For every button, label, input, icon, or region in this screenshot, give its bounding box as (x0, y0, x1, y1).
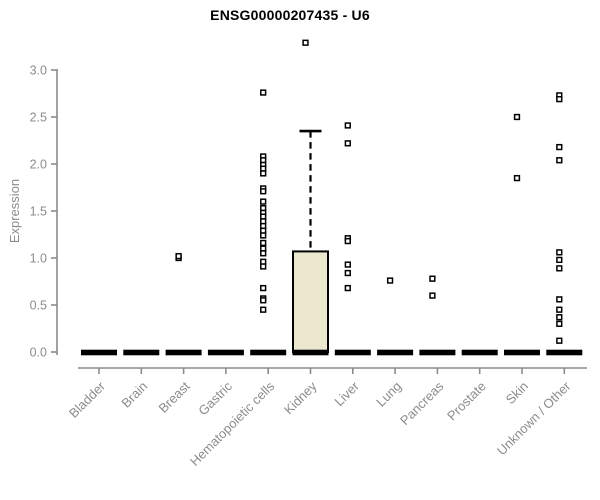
x-tick-label: Lung (373, 379, 404, 410)
median-bar (81, 349, 117, 356)
y-tick-label: 2.0 (30, 158, 47, 172)
outlier-point (344, 261, 351, 268)
outlier-point (556, 157, 563, 164)
outlier-point (556, 265, 563, 272)
x-tick-label: Prostate (444, 379, 489, 424)
outlier-point (260, 297, 267, 304)
y-tick-label: 3.0 (30, 64, 47, 78)
x-tick-label: Bladder (66, 378, 109, 421)
outlier-point (260, 232, 267, 239)
outlier-point (260, 89, 267, 96)
box (292, 250, 329, 353)
x-tick-label: Gastric (195, 378, 235, 418)
x-tick-label: Kidney (281, 378, 320, 417)
median-bar (461, 349, 498, 356)
y-tick-label: 1.5 (30, 205, 47, 219)
median-bar (504, 349, 540, 356)
outlier-point (556, 95, 563, 103)
outlier-point (556, 256, 563, 264)
outlier-point (260, 170, 267, 177)
median-bar (292, 349, 329, 356)
x-tick-label: Unknown / Other (494, 378, 574, 458)
outlier-point (344, 122, 351, 129)
outlier-point (175, 252, 182, 260)
outlier-point (386, 277, 394, 284)
outlier-point (302, 39, 309, 46)
outlier-point (260, 198, 267, 205)
outlier-point (556, 296, 563, 303)
median-bar (334, 349, 371, 356)
x-tick-label: Liver (331, 378, 362, 409)
outlier-point (556, 337, 563, 344)
median-bar (419, 349, 456, 356)
outlier-point (556, 143, 563, 151)
outlier-point (260, 250, 267, 257)
outlier-point (556, 320, 563, 327)
outlier-point (260, 239, 267, 247)
outlier-point (429, 275, 436, 282)
median-bar (207, 349, 244, 356)
y-axis-title: Expression (7, 179, 22, 243)
outlier-point (556, 314, 563, 321)
y-tick-label: 0.5 (30, 299, 47, 313)
median-bar (250, 349, 287, 356)
outlier-point (344, 284, 351, 292)
outlier-point (260, 306, 267, 313)
outlier-point (260, 188, 267, 195)
outlier-point (429, 292, 436, 299)
outlier-point (556, 306, 563, 313)
x-tick-label: Pancreas (397, 378, 447, 428)
outlier-point (344, 269, 351, 277)
median-bar (546, 349, 583, 356)
outlier-point (260, 263, 267, 270)
x-tick-label: Brain (118, 379, 150, 411)
y-tick-label: 0.0 (30, 346, 47, 360)
median-bar (123, 349, 160, 356)
outlier-point (556, 249, 563, 256)
outlier-point (513, 174, 521, 182)
outlier-point (344, 140, 351, 147)
y-tick-label: 2.5 (30, 111, 47, 125)
outlier-point (260, 284, 267, 292)
median-bar (165, 349, 202, 356)
y-tick-label: 1.0 (30, 252, 47, 266)
median-bar (377, 349, 414, 356)
outlier-point (513, 113, 521, 121)
x-tick-label: Breast (156, 378, 193, 415)
outlier-point (344, 237, 351, 245)
x-tick-label: Skin (503, 379, 531, 407)
chart-title: ENSG00000207435 - U6 (210, 7, 370, 23)
